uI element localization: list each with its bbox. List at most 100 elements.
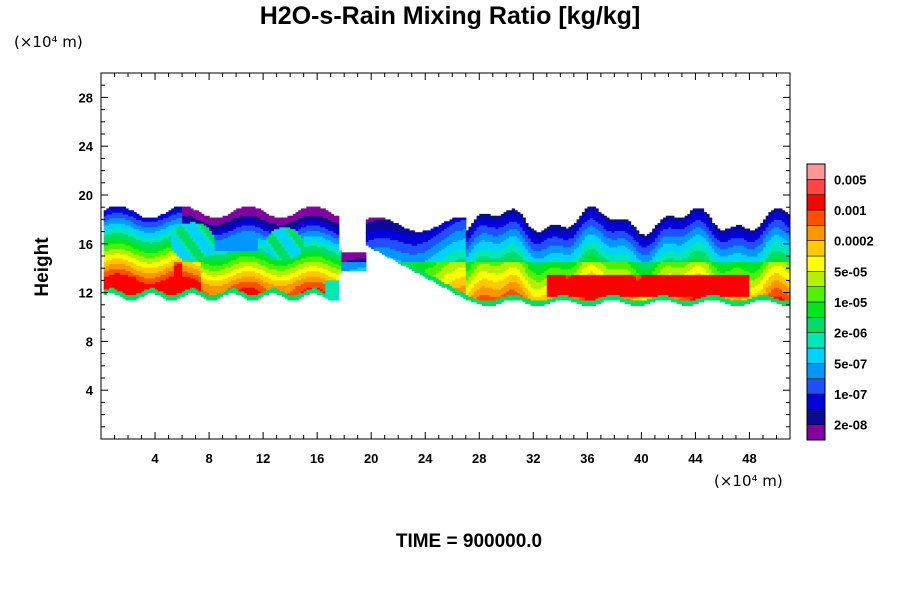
field-cell (325, 254, 329, 261)
field-cell (473, 223, 478, 231)
field-cell (500, 234, 505, 242)
field-cell (617, 268, 621, 275)
field-cell (454, 250, 459, 261)
field-cell (652, 270, 656, 275)
field-cell (382, 228, 386, 239)
field-cell (690, 213, 694, 224)
field-cell (527, 226, 532, 231)
field-cell (273, 217, 278, 224)
field-cell (573, 223, 578, 228)
time-label: TIME = 900000.0 (395, 531, 543, 552)
field-cell (173, 235, 178, 252)
field-cell (357, 266, 361, 272)
field-cell (249, 215, 253, 220)
field-cell (155, 281, 159, 290)
field-cell (654, 266, 659, 275)
field-cell (784, 261, 788, 272)
field-cell (230, 212, 234, 220)
field-cell (203, 215, 207, 224)
field-cell (571, 261, 575, 268)
field-cell (592, 256, 597, 263)
field-cell (125, 234, 129, 241)
field-cell (511, 261, 515, 268)
field-cell (625, 261, 629, 270)
field-cell (679, 296, 683, 299)
field-cell (263, 265, 267, 272)
field-cell (538, 261, 543, 266)
field-cell (657, 226, 661, 235)
field-cell (484, 213, 488, 219)
field-cell (503, 224, 507, 233)
field-cell (714, 252, 718, 261)
field-cell (476, 281, 480, 290)
field-cell (652, 263, 656, 272)
field-cell (338, 250, 343, 255)
field-cell (760, 223, 764, 228)
field-cell (284, 279, 289, 286)
field-cell (230, 285, 234, 288)
field-cell (695, 261, 699, 266)
field-cell (225, 272, 229, 279)
field-cell (168, 221, 172, 226)
field-cell (654, 296, 659, 301)
field-cell (765, 226, 769, 235)
field-cell (576, 254, 580, 263)
field-cell (236, 208, 240, 219)
field-cell (500, 263, 505, 274)
field-cell (663, 261, 667, 268)
field-cell (152, 277, 156, 285)
field-cell (314, 256, 318, 263)
field-cell (687, 270, 691, 275)
field-cell (633, 296, 637, 301)
field-cell (128, 270, 132, 277)
field-cell (781, 252, 786, 261)
field-cell (114, 268, 118, 274)
field-cell (749, 272, 753, 281)
field-cell (244, 215, 248, 220)
field-cell (657, 261, 661, 264)
field-cell (544, 277, 548, 286)
field-cell (260, 234, 264, 241)
field-cell (149, 246, 153, 253)
field-cell (130, 276, 135, 296)
field-cell (417, 243, 421, 253)
field-cell (319, 252, 324, 257)
field-cell (749, 234, 753, 242)
field-cell (773, 212, 778, 220)
field-cell (741, 254, 745, 263)
field-cell (173, 261, 178, 266)
field-cell (668, 219, 672, 228)
field-cell (622, 254, 626, 263)
field-cell (781, 298, 786, 301)
field-cell (725, 298, 729, 305)
field-cell (619, 296, 624, 303)
field-cell (333, 243, 337, 248)
field-cell (541, 272, 545, 281)
field-cell (187, 261, 191, 268)
field-cell (652, 232, 656, 242)
field-cell (744, 246, 748, 255)
field-cell (465, 263, 470, 272)
field-cell (130, 257, 135, 263)
field-cell (590, 261, 594, 264)
field-cell (754, 292, 759, 297)
field-cell (679, 221, 683, 230)
field-cell (768, 285, 772, 294)
field-cell (760, 272, 764, 281)
field-cell (690, 274, 694, 297)
field-cell (590, 217, 594, 226)
field-cell (360, 252, 364, 259)
field-cell (546, 274, 551, 297)
field-cell (409, 234, 413, 244)
field-cell (130, 226, 135, 233)
field-cell (471, 256, 475, 263)
field-cell (255, 277, 259, 283)
field-cell (171, 276, 175, 296)
field-cell (438, 224, 443, 233)
field-cell (128, 245, 132, 252)
field-cell (681, 250, 686, 259)
colorbar-swatch (806, 240, 826, 257)
field-cell (525, 226, 529, 235)
field-cell (187, 272, 191, 277)
field-cell (571, 228, 575, 239)
